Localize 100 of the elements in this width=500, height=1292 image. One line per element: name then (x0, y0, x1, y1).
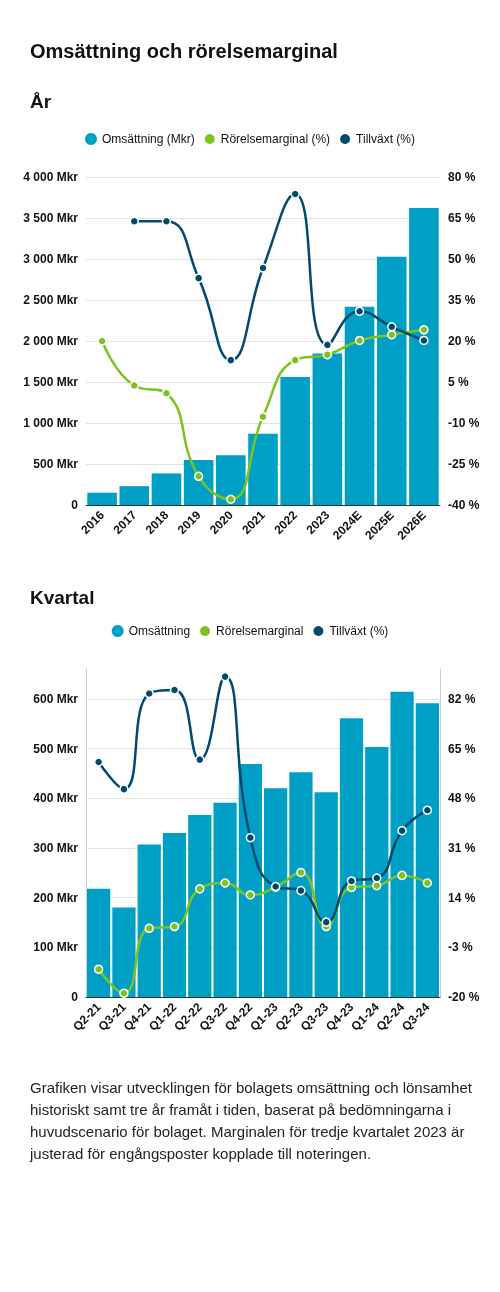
y-tick-label: 1 000 Mkr (23, 416, 79, 430)
point (290, 355, 300, 365)
bar (238, 763, 262, 997)
point (346, 876, 357, 886)
legend-label: Omsättning (128, 624, 191, 638)
bar (216, 455, 246, 505)
point (354, 335, 365, 346)
point (419, 335, 429, 346)
point (169, 921, 180, 932)
bar (312, 353, 343, 505)
y2-tick-label: 20 % (448, 334, 476, 348)
point (93, 964, 104, 974)
point (220, 878, 230, 888)
point (226, 355, 236, 365)
legend-label: Rörelsemarginal (216, 624, 304, 638)
bar (264, 788, 288, 997)
legend-label: Omsättning (Mkr) (102, 132, 195, 146)
y-tick-label: 2 500 Mkr (23, 293, 79, 307)
point (119, 784, 129, 794)
bar (365, 747, 389, 997)
y2-tick-label: -40 % (448, 498, 480, 512)
point (296, 867, 306, 878)
bar (376, 256, 407, 505)
point (422, 805, 433, 815)
point (245, 890, 256, 900)
point (422, 878, 433, 888)
point (226, 494, 236, 505)
y2-tick-label: 65 % (448, 741, 476, 756)
bar (213, 802, 237, 997)
point (386, 329, 397, 340)
point (119, 988, 129, 998)
point (372, 873, 382, 883)
bar (119, 486, 150, 505)
y2-tick-label: -10 % (448, 416, 480, 430)
chart-title: Omsättning och rörelsemarginal (30, 40, 339, 63)
bar (151, 473, 182, 505)
bar (289, 772, 313, 997)
y-tick-label: 600 Mkr (33, 691, 79, 706)
point (161, 388, 172, 398)
y2-tick-label: 14 % (448, 890, 476, 905)
bar (415, 703, 439, 997)
point (245, 832, 256, 843)
y-tick-label: 3 500 Mkr (23, 211, 79, 225)
y-tick-label: 500 Mkr (33, 457, 79, 471)
y-tick-label: 300 Mkr (33, 840, 79, 855)
y2-tick-label: 50 % (448, 252, 476, 266)
point (258, 411, 268, 422)
point (386, 322, 397, 332)
bar (162, 833, 187, 997)
bar (339, 718, 364, 997)
y-tick-label: 2 000 Mkr (23, 334, 79, 348)
y-tick-label: 0 (71, 498, 79, 512)
y2-tick-label: 5 % (448, 375, 470, 389)
point (296, 885, 306, 896)
bar (248, 433, 278, 505)
text: Grafiken visar utvecklingen för bolagets omsättning och lönsamhet historiskt samt tre år framåt i tiden, baserat på bedömningarna i huvudscenario för bolaget. Marginalen för tredje kvartalet 2023 är justerad för engångsposter kopplade till noteringen. (30, 1078, 473, 1164)
y2-tick-label: 65 % (448, 211, 476, 225)
point (193, 471, 204, 482)
y2-tick-label: 80 % (448, 170, 476, 184)
point (169, 685, 180, 695)
bar (137, 844, 161, 997)
bar (409, 207, 439, 505)
y-tick-label: 500 Mkr (33, 741, 79, 756)
point (354, 306, 365, 316)
legend-label: Tillväxt (%) (329, 624, 389, 638)
y2-tick-label: -3 % (448, 940, 473, 955)
y-tick-label: 3 000 Mkr (23, 252, 79, 266)
chart-subtitle: År (30, 91, 53, 113)
bar (314, 792, 338, 997)
y-tick-label: 1 500 Mkr (23, 375, 79, 389)
y-tick-label: 0 (71, 990, 79, 1004)
bar (112, 907, 136, 997)
point (258, 263, 268, 273)
legend-label: Rörelsemarginal (%) (220, 132, 331, 146)
point (290, 189, 300, 199)
y2-tick-label: 82 % (448, 691, 476, 706)
y2-tick-label: 35 % (448, 293, 476, 307)
bar (390, 691, 414, 997)
y-tick-label: 4 000 Mkr (23, 170, 79, 184)
bar (87, 888, 111, 997)
bar (87, 492, 117, 505)
point (97, 336, 107, 346)
point (144, 923, 154, 934)
y2-tick-label: 48 % (448, 791, 476, 806)
y2-tick-label: -25 % (448, 457, 480, 471)
y-tick-label: 100 Mkr (33, 940, 79, 955)
point (397, 825, 407, 836)
y-tick-label: 200 Mkr (33, 890, 79, 905)
bar (280, 377, 310, 505)
point (397, 870, 407, 881)
y2-tick-label: -20 % (448, 990, 480, 1004)
bar (344, 306, 375, 505)
chart-title: Kvartal (30, 587, 96, 609)
point (419, 325, 429, 335)
point (321, 917, 331, 927)
legend-label: Tillväxt (%) (356, 132, 415, 146)
point (195, 884, 205, 894)
bar (188, 815, 212, 997)
y-tick-label: 400 Mkr (33, 791, 79, 806)
y2-tick-label: 31 % (448, 840, 476, 855)
